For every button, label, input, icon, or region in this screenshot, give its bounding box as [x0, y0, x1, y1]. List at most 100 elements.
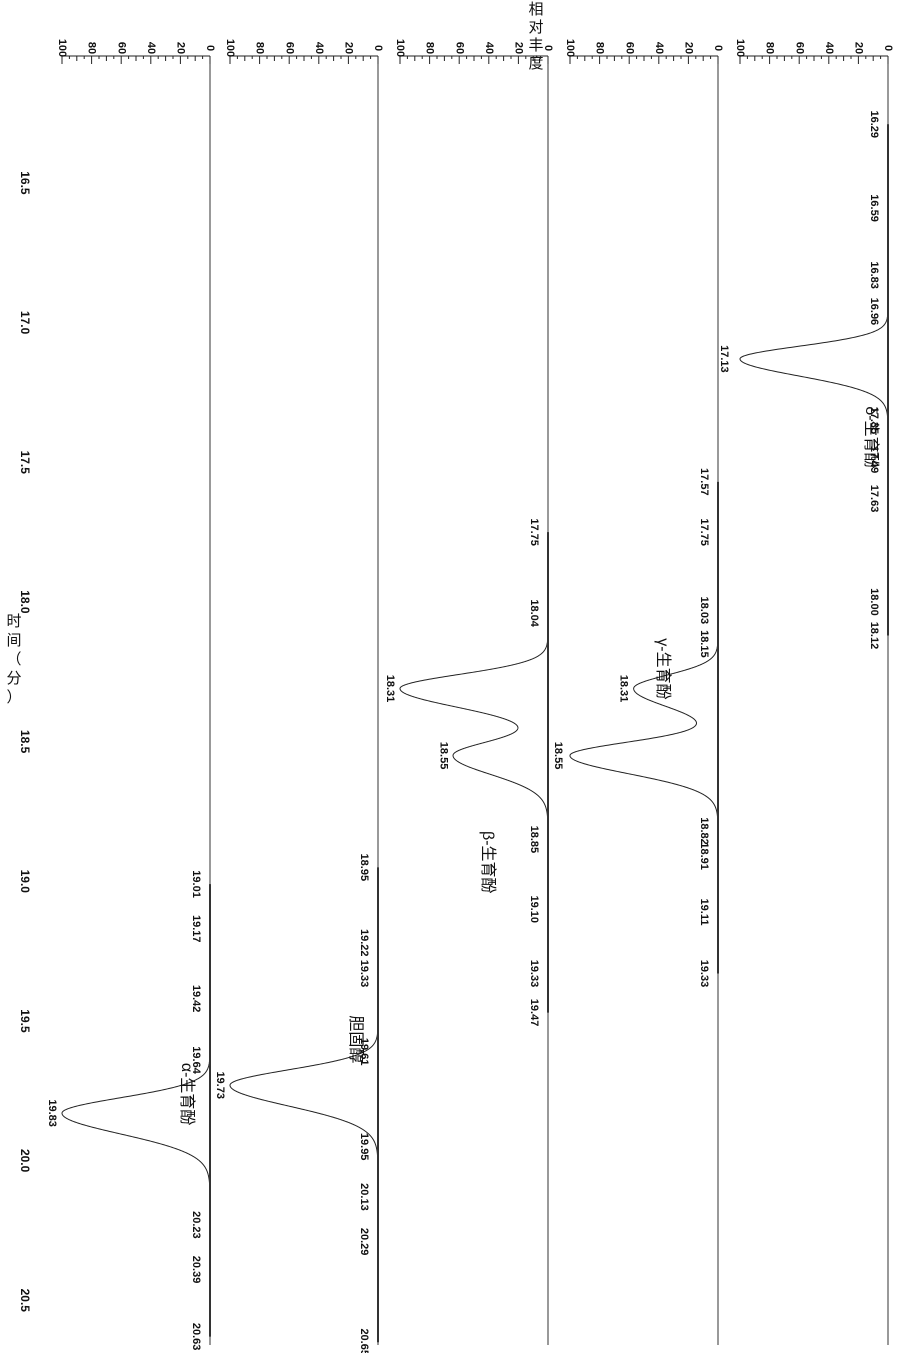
retention-time-label: 20.65	[358, 1328, 370, 1353]
abundance-tick-label: 40	[483, 42, 495, 54]
abundance-tick-label: 100	[564, 39, 576, 57]
chromatogram-panel: 02040608010016.2916.5916.8316.9617.1317.…	[718, 39, 894, 1345]
retention-time-label: 18.82	[698, 817, 710, 845]
abundance-tick-label: 0	[542, 45, 554, 51]
retention-time-label: 19.01	[190, 870, 202, 898]
retention-time-label: 16.59	[868, 194, 880, 222]
retention-time-label: 19.10	[528, 895, 540, 923]
retention-time-label: 18.31	[618, 675, 630, 703]
time-tick-label: 19.0	[18, 870, 32, 894]
compound-label: 胆固醇	[347, 1015, 365, 1063]
abundance-tick-label: 60	[453, 42, 465, 54]
retention-time-label: 19.33	[528, 960, 540, 988]
retention-time-label: 18.12	[868, 622, 880, 650]
time-tick-label: 18.0	[18, 590, 32, 614]
retention-time-label: 17.75	[528, 518, 540, 546]
abundance-tick-label: 20	[512, 42, 524, 54]
x-axis-title: 时间（分）	[6, 613, 21, 706]
retention-time-label: 17.13	[718, 345, 730, 373]
abundance-tick-label: 20	[342, 42, 354, 54]
abundance-tick-label: 0	[712, 45, 724, 51]
abundance-tick-label: 40	[823, 42, 835, 54]
chromatogram-panel: 0 20 40 60 80 100 17.75 18.04 18.31 18.55 18.85 19.…	[384, 39, 554, 1345]
abundance-tick-label: 60	[793, 42, 805, 54]
retention-time-label: 18.03	[698, 597, 710, 625]
compound-label: δ-生育酚	[862, 406, 880, 468]
abundance-tick-label: 20	[852, 42, 864, 54]
retention-time-label: 18.00	[868, 588, 880, 616]
retention-time-label: 17.75	[698, 518, 710, 546]
retention-time-label: 19.17	[190, 915, 202, 943]
y-axis-title: 相对丰度	[528, 1, 543, 72]
retention-time-label: 18.91	[698, 842, 710, 870]
time-tick-label: 17.5	[18, 451, 32, 475]
retention-time-label: 19.42	[190, 985, 202, 1013]
retention-time-label: 19.73	[214, 1071, 226, 1099]
retention-time-label: 20.39	[190, 1256, 202, 1284]
abundance-scale: 0 20 40 60 80 100	[56, 39, 216, 64]
signal-trace	[230, 867, 378, 1342]
abundance-tick-label: 80	[86, 42, 98, 54]
chromatogram-panel: 02040608010017.5717.7518.0318.1518.3118.…	[552, 39, 724, 1345]
abundance-tick-label: 80	[424, 42, 436, 54]
signal-trace	[740, 124, 888, 635]
compound-label: γ-生育酚	[654, 638, 672, 699]
abundance-tick-label: 60	[623, 42, 635, 54]
x-axis-title-text: 时间（分）	[6, 613, 21, 706]
abundance-tick-label: 100	[734, 39, 746, 57]
signal-trace	[400, 532, 548, 1012]
abundance-tick-label: 20	[174, 42, 186, 54]
abundance-tick-label: 0	[372, 45, 384, 51]
retention-time-label: 16.29	[868, 110, 880, 138]
retention-time-label: 16.83	[868, 261, 880, 289]
abundance-tick-label: 0	[882, 45, 894, 51]
retention-time-label: 18.55	[437, 742, 449, 770]
abundance-tick-label: 80	[254, 42, 266, 54]
time-tick-label: 18.5	[18, 730, 32, 754]
retention-time-label: 19.95	[358, 1133, 370, 1161]
retention-time-label: 19.22	[358, 929, 370, 957]
retention-time-label: 20.13	[358, 1183, 370, 1211]
compound-label: α-生育酚	[178, 1063, 196, 1126]
abundance-tick-label: 100	[394, 39, 406, 57]
abundance-tick-label: 100	[56, 39, 68, 57]
retention-time-label: 20.29	[358, 1228, 370, 1256]
time-tick-label: 17.0	[18, 311, 32, 335]
abundance-tick-label: 40	[313, 42, 325, 54]
retention-time-label: 19.47	[528, 999, 540, 1027]
retention-time-label: 19.11	[698, 899, 710, 926]
chromatogram-panel: 02040608010019.0119.1719.4219.6419.8320.…	[46, 39, 216, 1351]
retention-time-label: 18.15	[698, 630, 710, 658]
retention-time-label: 18.55	[552, 742, 564, 770]
abundance-tick-label: 20	[682, 42, 694, 54]
abundance-tick-label: 40	[145, 42, 157, 54]
time-tick-label: 19.5	[18, 1009, 32, 1033]
abundance-scale: 0 20 40 60 80 100	[564, 39, 724, 64]
compound-label: β-生育酚	[479, 831, 497, 894]
abundance-tick-label: 60	[283, 42, 295, 54]
time-tick-label: 16.5	[18, 171, 32, 195]
retention-time-label: 19.33	[698, 960, 710, 988]
abundance-tick-label: 100	[224, 39, 236, 57]
retention-time-label: 20.23	[190, 1211, 202, 1239]
time-tick-label: 20.0	[18, 1149, 32, 1173]
abundance-tick-label: 80	[594, 42, 606, 54]
retention-time-label: 19.33	[358, 960, 370, 988]
retention-time-label: 18.95	[358, 854, 370, 882]
retention-time-label: 18.85	[528, 826, 540, 854]
retention-time-label: 20.63	[190, 1323, 202, 1351]
retention-time-label: 18.31	[384, 675, 396, 703]
abundance-tick-label: 0	[204, 45, 216, 51]
retention-time-label: 16.96	[868, 298, 880, 326]
abundance-tick-label: 40	[653, 42, 665, 54]
y-axis-title-text: 相对丰度	[528, 1, 543, 72]
retention-time-label: 18.04	[528, 599, 540, 627]
abundance-scale: 0 20 40 60 80 100	[224, 39, 384, 64]
time-tick-label: 20.5	[18, 1289, 32, 1313]
signal-trace	[570, 482, 718, 974]
chromatogram-panels: 0 20 40 60 80 100 16.29 16.59 16.83 16.96 17.13 17.…	[46, 39, 894, 1353]
abundance-scale: 020406080100	[734, 39, 894, 64]
abundance-tick-label: 60	[115, 42, 127, 54]
retention-time-label: 17.63	[868, 485, 880, 513]
